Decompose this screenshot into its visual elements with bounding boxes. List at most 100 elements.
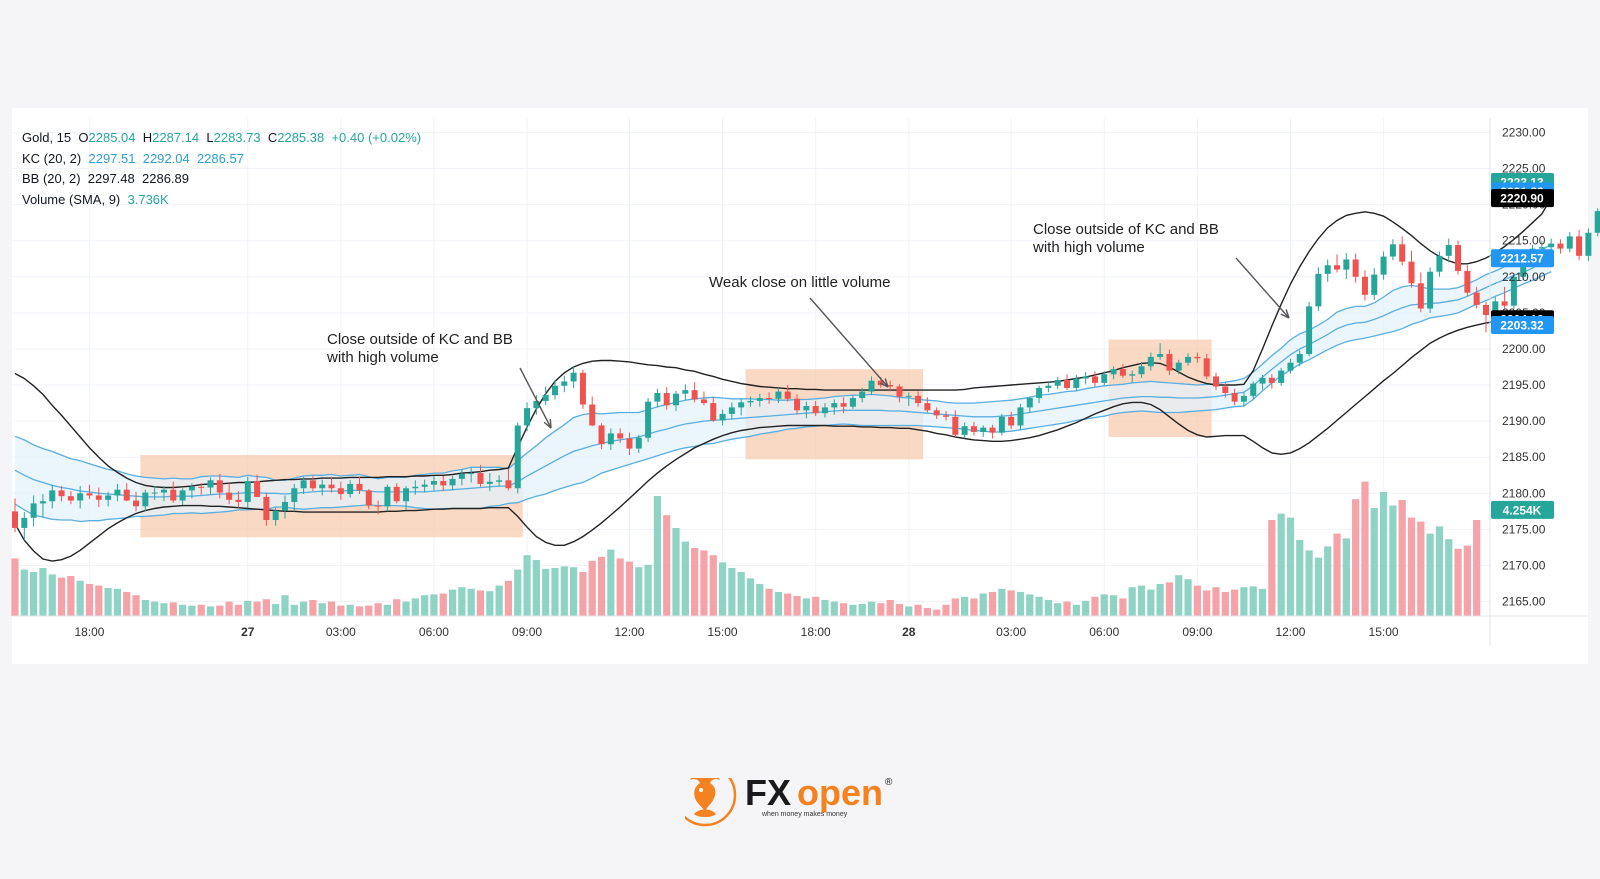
legend-bb-row: BB (20, 2) 2297.48 2286.89 bbox=[22, 169, 421, 190]
candle-body bbox=[803, 405, 810, 411]
candle-body bbox=[328, 484, 335, 489]
volume-bar bbox=[821, 600, 829, 616]
candle-body bbox=[989, 427, 996, 433]
candle-body bbox=[859, 391, 866, 399]
candle-body bbox=[1380, 256, 1387, 275]
annotation-arrow bbox=[519, 367, 552, 429]
candle-body bbox=[449, 478, 456, 486]
volume-bar bbox=[1249, 586, 1257, 616]
kc-lower-line bbox=[14, 271, 1552, 523]
volume-bar bbox=[867, 601, 876, 616]
candle-body bbox=[691, 390, 698, 400]
candle-body bbox=[1203, 358, 1210, 377]
candle-body bbox=[1278, 370, 1285, 383]
candle-body bbox=[440, 481, 447, 486]
annotation-arrowhead-icon bbox=[1280, 309, 1290, 319]
volume-bar bbox=[495, 585, 503, 616]
annotation-arrow bbox=[809, 297, 889, 388]
candle-body bbox=[505, 480, 512, 489]
candle-body bbox=[244, 481, 251, 502]
candle-body bbox=[123, 489, 130, 501]
volume-bar bbox=[1165, 582, 1174, 616]
price-tag-label: 4.254K bbox=[1503, 503, 1542, 517]
volume-bar bbox=[1286, 517, 1295, 616]
candle-body bbox=[235, 499, 242, 502]
price-tag-label: 2203.32 bbox=[1500, 318, 1544, 332]
candle-body bbox=[1408, 261, 1415, 284]
candle-body bbox=[179, 490, 186, 501]
candle-body bbox=[486, 481, 493, 484]
candle-body bbox=[840, 403, 847, 407]
candle-body bbox=[1473, 292, 1480, 305]
candle-body bbox=[319, 484, 326, 489]
x-tick-label: 18:00 bbox=[801, 625, 831, 639]
candle-body bbox=[1296, 354, 1303, 363]
logo-tagline: when money makes money bbox=[761, 811, 848, 818]
volume-bar bbox=[272, 604, 280, 616]
candle-body bbox=[216, 480, 223, 493]
candle-body bbox=[133, 500, 140, 507]
volume-bar bbox=[11, 558, 19, 616]
candle-body bbox=[1548, 243, 1555, 248]
candle-body bbox=[756, 398, 763, 401]
volume-bar bbox=[616, 558, 624, 616]
volume-bar bbox=[169, 602, 177, 616]
volume-bar bbox=[951, 598, 959, 616]
volume-bar bbox=[1082, 600, 1090, 616]
candle-body bbox=[1138, 366, 1145, 375]
volume-bar bbox=[458, 587, 466, 616]
candle-body bbox=[943, 415, 949, 417]
y-tick-label: 2215.00 bbox=[1502, 234, 1546, 248]
volume-bar bbox=[1016, 592, 1025, 616]
volume-bar bbox=[1212, 587, 1220, 616]
candle-body bbox=[1231, 392, 1238, 402]
volume-bar bbox=[970, 598, 978, 616]
candle-body bbox=[1510, 276, 1517, 306]
annotation-arrowhead-icon bbox=[879, 378, 889, 388]
candle-body bbox=[924, 403, 931, 411]
fxopen-logo: FX open ® when money makes money bbox=[685, 778, 893, 827]
volume-bar bbox=[1203, 590, 1211, 616]
volume-bar bbox=[774, 592, 783, 616]
volume-bar bbox=[1026, 594, 1034, 616]
candle-body bbox=[1427, 271, 1434, 309]
volume-bar bbox=[933, 609, 941, 616]
volume-bar bbox=[961, 596, 969, 616]
volume-bar bbox=[737, 572, 745, 616]
candle-body bbox=[160, 489, 167, 493]
volume-bar bbox=[793, 596, 801, 616]
candle-body bbox=[970, 426, 977, 432]
x-tick-label: 03:00 bbox=[996, 625, 1026, 639]
volume-bar bbox=[39, 568, 47, 616]
candle-body bbox=[775, 391, 782, 399]
volume-bar bbox=[1445, 539, 1453, 616]
volume-bar bbox=[327, 601, 336, 616]
volume-bar bbox=[1324, 546, 1332, 616]
volume-bar bbox=[644, 564, 652, 616]
candle-body bbox=[514, 425, 521, 489]
volume-bar bbox=[1389, 505, 1397, 616]
volume-bar bbox=[1119, 598, 1127, 616]
candle-body bbox=[1482, 304, 1489, 316]
y-tick-label: 2175.00 bbox=[1502, 522, 1546, 536]
candle-body bbox=[1520, 258, 1527, 277]
candle-body bbox=[747, 400, 754, 403]
volume-bar bbox=[383, 604, 391, 616]
volume-bar bbox=[709, 555, 717, 616]
volume-bar bbox=[486, 591, 494, 616]
volume-bar bbox=[1147, 589, 1155, 616]
logo-registered-mark: ® bbox=[885, 778, 893, 788]
volume-bar bbox=[1426, 533, 1434, 616]
volume-bar bbox=[784, 593, 792, 616]
annotation-text: with high volume bbox=[1032, 239, 1145, 256]
kc-middle-line bbox=[14, 257, 1552, 498]
volume-bar bbox=[160, 603, 168, 616]
legend-close-label: C bbox=[267, 130, 278, 145]
volume-bar bbox=[262, 599, 270, 616]
candle-body bbox=[1389, 244, 1396, 257]
volume-bar bbox=[1184, 579, 1192, 616]
candle-body bbox=[626, 438, 633, 449]
price-tag bbox=[1491, 189, 1554, 208]
